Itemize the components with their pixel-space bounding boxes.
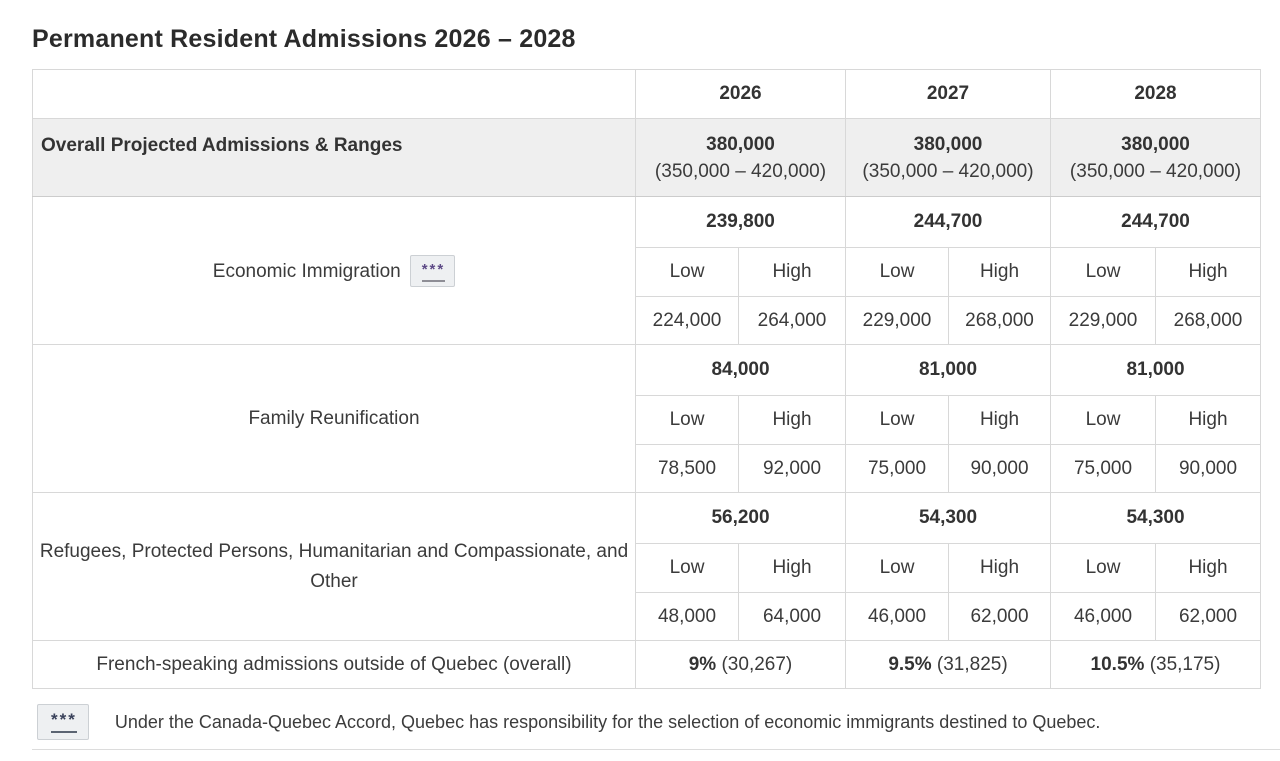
refugees-lowhigh-header-row: Low High Low High Low High bbox=[33, 543, 1261, 593]
overall-total-2027: 380,000 bbox=[913, 134, 983, 155]
high-header: High bbox=[738, 247, 846, 297]
french-count-2028: (35,175) bbox=[1149, 653, 1221, 675]
economic-values-row: 224,000 264,000 229,000 268,000 229,000 … bbox=[33, 296, 1261, 345]
year-header-2026: 2026 bbox=[635, 69, 846, 119]
low-header: Low bbox=[1050, 395, 1156, 445]
refugees-low-2026: 48,000 bbox=[635, 592, 739, 641]
footnote-ref-asterisks: *** bbox=[421, 262, 446, 282]
french-cell-2028: 10.5% (35,175) bbox=[1050, 640, 1261, 689]
overall-cell-2027: 380,000 (350,000 – 420,000) bbox=[845, 118, 1051, 197]
low-header: Low bbox=[845, 395, 949, 445]
economic-high-2026: 264,000 bbox=[738, 296, 846, 345]
economic-total-2028: 244,700 bbox=[1050, 196, 1261, 248]
row-label-family: Family Reunification bbox=[32, 344, 636, 493]
family-low-2027: 75,000 bbox=[845, 444, 949, 493]
page-title: Permanent Resident Admissions 2026 – 202… bbox=[32, 25, 576, 53]
overall-row-label: Overall Projected Admissions & Ranges bbox=[32, 118, 636, 197]
footnote-marker-link[interactable]: *** bbox=[37, 704, 89, 740]
french-count-2026: (30,267) bbox=[721, 653, 793, 675]
economic-high-2028: 268,000 bbox=[1155, 296, 1261, 345]
economic-low-2026: 224,000 bbox=[635, 296, 739, 345]
economic-total-row: Economic Immigration *** 239,800 244,700 … bbox=[32, 196, 1261, 345]
high-header: High bbox=[1155, 543, 1261, 593]
low-header: Low bbox=[635, 543, 739, 593]
high-header: High bbox=[738, 395, 846, 445]
high-header: High bbox=[948, 543, 1051, 593]
high-header: High bbox=[1155, 247, 1261, 297]
economic-total-2027: 244,700 bbox=[845, 196, 1051, 248]
corner-cell bbox=[32, 69, 636, 119]
row-label-french: French-speaking admissions outside of Qu… bbox=[32, 640, 636, 689]
family-total-2028: 81,000 bbox=[1050, 344, 1261, 396]
french-pct-2026: 9% bbox=[688, 653, 717, 675]
family-high-2028: 90,000 bbox=[1155, 444, 1261, 493]
refugees-total-row: Refugees, Protected Persons, Humanitaria… bbox=[32, 492, 1261, 641]
refugees-total-2027: 54,300 bbox=[845, 492, 1051, 544]
footnote-marker-asterisks: *** bbox=[51, 711, 77, 733]
french-pct-2028: 10.5% bbox=[1090, 653, 1145, 675]
low-header: Low bbox=[845, 247, 949, 297]
high-header: High bbox=[948, 395, 1051, 445]
page: Permanent Resident Admissions 2026 – 202… bbox=[0, 24, 1280, 761]
high-header: High bbox=[1155, 395, 1261, 445]
overall-total-2026: 380,000 bbox=[706, 134, 775, 155]
family-lowhigh-header-row: Low High Low High Low High bbox=[33, 395, 1261, 445]
low-header: Low bbox=[635, 395, 739, 445]
family-total-2026: 84,000 bbox=[635, 344, 846, 396]
french-row: French-speaking admissions outside of Qu… bbox=[32, 640, 1261, 689]
french-cell-2027: 9.5% (31,825) bbox=[845, 640, 1051, 689]
economic-low-2028: 229,000 bbox=[1050, 296, 1156, 345]
year-header-row: 2026 2027 2028 bbox=[32, 69, 1261, 119]
economic-lowhigh-header-row: Low High Low High Low High bbox=[33, 247, 1261, 297]
refugees-low-2027: 46,000 bbox=[845, 592, 949, 641]
admissions-table: 2026 2027 2028 Overall Projected Admissi… bbox=[32, 69, 1261, 689]
overall-cell-2028: 380,000 (350,000 – 420,000) bbox=[1050, 118, 1261, 197]
family-high-2026: 92,000 bbox=[738, 444, 846, 493]
family-high-2027: 90,000 bbox=[948, 444, 1051, 493]
overall-range-2028: (350,000 – 420,000) bbox=[1069, 161, 1242, 182]
high-header: High bbox=[948, 247, 1051, 297]
overall-cell-2026: 380,000 (350,000 – 420,000) bbox=[635, 118, 846, 197]
family-low-2028: 75,000 bbox=[1050, 444, 1156, 493]
french-count-2027: (31,825) bbox=[936, 653, 1008, 675]
footnote-ref-link-economic[interactable]: *** bbox=[409, 254, 456, 287]
family-total-2027: 81,000 bbox=[845, 344, 1051, 396]
low-header: Low bbox=[1050, 543, 1156, 593]
family-values-row: 78,500 92,000 75,000 90,000 75,000 90,00… bbox=[33, 444, 1261, 493]
refugees-values-row: 48,000 64,000 46,000 62,000 46,000 62,00… bbox=[33, 592, 1261, 641]
row-label-economic: Economic Immigration *** bbox=[32, 196, 636, 345]
family-total-row: Family Reunification 84,000 81,000 81,00… bbox=[32, 344, 1261, 493]
low-header: Low bbox=[1050, 247, 1156, 297]
family-low-2026: 78,500 bbox=[635, 444, 739, 493]
economic-total-2026: 239,800 bbox=[635, 196, 846, 248]
french-cell-2026: 9% (30,267) bbox=[635, 640, 846, 689]
row-label-refugees: Refugees, Protected Persons, Humanitaria… bbox=[32, 492, 636, 641]
year-header-2027: 2027 bbox=[845, 69, 1051, 119]
overall-range-2026: (350,000 – 420,000) bbox=[654, 161, 827, 182]
overall-row: Overall Projected Admissions & Ranges 38… bbox=[32, 118, 1261, 197]
overall-range-2027: (350,000 – 420,000) bbox=[862, 161, 1034, 182]
refugees-high-2027: 62,000 bbox=[948, 592, 1051, 641]
overall-total-2028: 380,000 bbox=[1121, 134, 1190, 155]
refugees-total-2028: 54,300 bbox=[1050, 492, 1261, 544]
high-header: High bbox=[738, 543, 846, 593]
low-header: Low bbox=[845, 543, 949, 593]
refugees-high-2028: 62,000 bbox=[1155, 592, 1261, 641]
refugees-high-2026: 64,000 bbox=[738, 592, 846, 641]
economic-label-text: Economic Immigration bbox=[212, 260, 401, 282]
low-header: Low bbox=[635, 247, 739, 297]
refugees-total-2026: 56,200 bbox=[635, 492, 846, 544]
economic-low-2027: 229,000 bbox=[845, 296, 949, 345]
footnote-text: Under the Canada-Quebec Accord, Quebec h… bbox=[114, 712, 1101, 732]
economic-high-2027: 268,000 bbox=[948, 296, 1051, 345]
refugees-low-2028: 46,000 bbox=[1050, 592, 1156, 641]
year-header-2028: 2028 bbox=[1050, 69, 1261, 119]
french-pct-2027: 9.5% bbox=[888, 653, 932, 675]
footnote: *** Under the Canada-Quebec Accord, Queb… bbox=[37, 704, 1280, 740]
bottom-divider bbox=[32, 749, 1280, 750]
